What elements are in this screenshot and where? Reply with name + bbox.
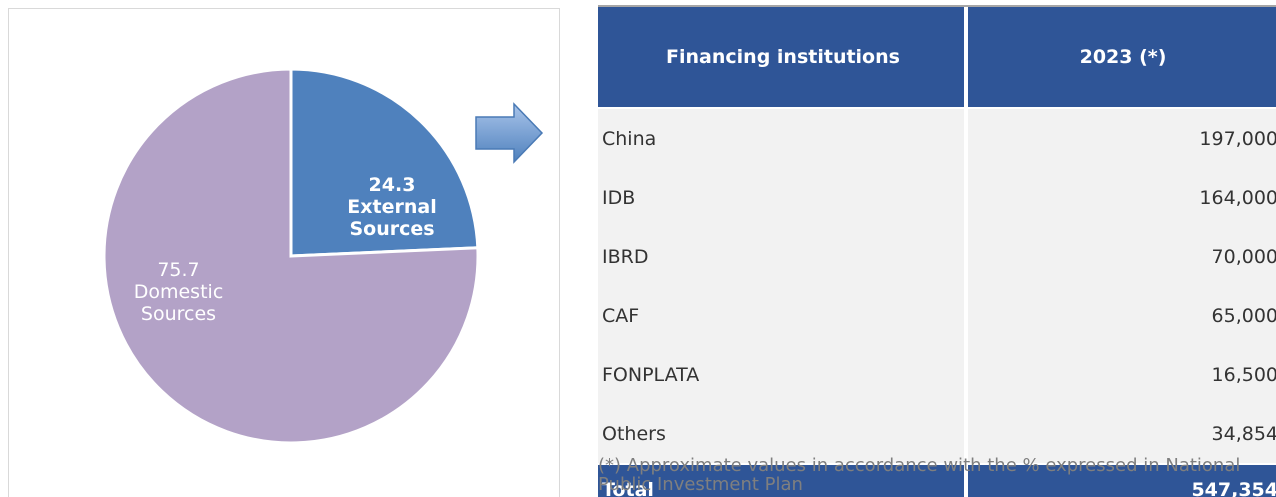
value-cell: 34,854 [968, 404, 1276, 463]
slice-label: 75.7 Domestic Sources [131, 259, 226, 325]
total-row: Total 547,354 [598, 465, 1276, 497]
table-row: Others 34,854 [598, 404, 1276, 463]
slice-label: 24.3 External Sources [337, 174, 447, 240]
name-cell: FONPLATA [598, 345, 964, 404]
table-body: China 197,000 IDB 164,000 IBRD 70,000 CAF 65,00… [598, 109, 1276, 463]
total-value: 547,354 [968, 465, 1276, 497]
value-cell: 164,000 [968, 168, 1276, 227]
table-row: CAF 65,000 [598, 286, 1276, 345]
value-cell: 65,000 [968, 286, 1276, 345]
table-header: Financing institutions 2023 (*) [598, 7, 1276, 107]
name-cell: China [598, 109, 964, 168]
arrow [475, 102, 544, 164]
table-row: China 197,000 [598, 109, 1276, 168]
total-label: Total [598, 465, 964, 497]
value-cell: 70,000 [968, 227, 1276, 286]
name-cell: IBRD [598, 227, 964, 286]
header-cell: 2023 (*) [968, 7, 1276, 107]
table-row: IDB 164,000 [598, 168, 1276, 227]
footnote: (*) Approximate values in accordance wit… [598, 455, 1241, 495]
value-cell: 16,500 [968, 345, 1276, 404]
table-row: IBRD 70,000 [598, 227, 1276, 286]
slice-name: Domestic Sources [133, 281, 224, 325]
name-cell: Others [598, 404, 964, 463]
name-cell: IDB [598, 168, 964, 227]
table: Financing institutions 2023 (*) China 197… [598, 5, 1276, 497]
header-cell: Financing institutions [598, 7, 964, 107]
pie-slice [102, 67, 480, 445]
table-row: FONPLATA 16,500 [598, 345, 1276, 404]
value-cell: 197,000 [968, 109, 1276, 168]
pie-slice [289, 67, 480, 258]
name-cell: CAF [598, 286, 964, 345]
slice-name: External Sources [347, 196, 437, 240]
slice-value: 75.7 [157, 259, 200, 281]
pie-chart [102, 67, 480, 445]
slice-value: 24.3 [368, 174, 416, 196]
pie-panel: 24.3 External Sources 75.7 Domestic Sour… [8, 8, 560, 497]
